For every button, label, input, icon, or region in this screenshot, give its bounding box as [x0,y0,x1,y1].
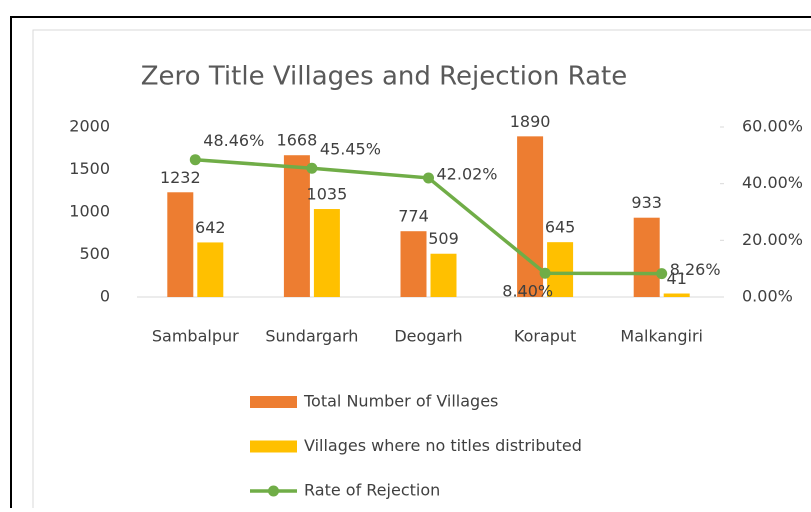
bar [663,293,690,297]
y2-tick-label: 60.00% [742,117,803,136]
bar-value-label: 1668 [277,131,318,150]
bar-value-label: 1035 [307,185,348,204]
bar-value-label: 642 [195,218,226,237]
line-point [306,162,318,174]
bar-value-label: 645 [545,218,576,237]
bar [517,136,544,297]
legend-label: Villages where no titles distributed [304,436,582,455]
bar [633,217,660,297]
legend-swatch [268,485,279,497]
line-point [189,154,201,166]
line-value-label: 8.40% [502,282,553,301]
line-point [656,268,668,280]
x-tick-label: Koraput [514,327,576,346]
line-point [539,267,551,279]
bar-value-label: 1890 [510,112,551,131]
legend-swatch [250,440,297,453]
line-value-label: 42.02% [437,164,498,183]
y-tick-label: 1000 [69,202,110,221]
legend-swatch [250,396,297,408]
line-value-label: 45.45% [320,140,381,159]
y2-tick-label: 20.00% [742,230,803,249]
bar [547,242,574,297]
x-tick-label: Sambalpur [152,327,239,346]
bar [167,192,194,297]
y-tick-label: 2000 [69,117,110,136]
bar-value-label: 41 [667,269,687,288]
x-tick-label: Deogarh [394,327,462,346]
bar [430,253,457,297]
x-tick-label: Malkangiri [620,327,703,346]
y-tick-label: 500 [79,244,110,263]
bar-value-label: 933 [631,193,662,212]
bar [283,155,310,297]
y2-tick-label: 0.00% [742,287,793,306]
line-value-label: 48.46% [203,131,264,150]
y2-tick-label: 40.00% [742,173,803,192]
bar [313,209,340,297]
bar [197,242,224,297]
bar [400,231,427,297]
line-point [423,172,434,184]
legend-label: Total Number of Villages [303,392,498,411]
bar-value-label: 509 [428,229,459,248]
legend-label: Rate of Rejection [304,481,440,500]
x-tick-label: Sundargarh [265,327,358,346]
y-tick-label: 0 [100,287,110,306]
chart-title: Zero Title Villages and Rejection Rate [141,62,627,92]
bar-value-label: 774 [398,207,429,226]
y-tick-label: 1500 [69,159,110,178]
line-value-label: 8.26% [670,260,721,279]
bar-value-label: 1232 [160,168,201,187]
